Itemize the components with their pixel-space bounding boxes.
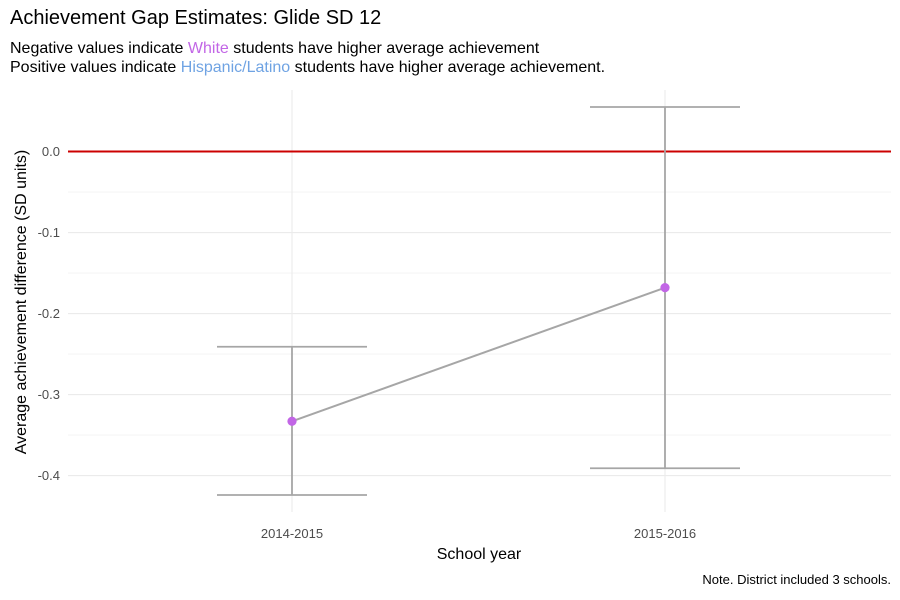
caption-note: Note. District included 3 schools. bbox=[702, 572, 891, 587]
subtitle-1-prefix: Negative values indicate bbox=[10, 40, 184, 57]
grid bbox=[68, 90, 891, 512]
y-tick-label-4: -0.4 bbox=[38, 468, 60, 483]
y-tick-label-1: -0.1 bbox=[38, 225, 60, 240]
data-point-0 bbox=[287, 416, 297, 426]
subtitle-line-1: Negative values indicate White students … bbox=[10, 40, 539, 58]
subtitle-2-suffix: students have higher average achievement… bbox=[294, 59, 606, 76]
x-tick-label-1: 2015-2016 bbox=[634, 526, 696, 541]
y-tick-label-2: -0.2 bbox=[38, 306, 60, 321]
x-axis-ticks: 2014-2015 2015-2016 bbox=[261, 526, 696, 541]
subtitle-line-2: Positive values indicate Hispanic/Latino… bbox=[10, 59, 605, 77]
chart-title: Achievement Gap Estimates: Glide SD 12 bbox=[10, 7, 382, 29]
y-axis-ticks: 0.0 -0.1 -0.2 -0.3 -0.4 bbox=[38, 144, 60, 483]
y-axis-title: Average achievement difference (SD units… bbox=[13, 150, 30, 454]
subtitle-1-highlight-white: White bbox=[187, 40, 229, 57]
y-tick-label-3: -0.3 bbox=[38, 387, 60, 402]
x-tick-label-0: 2014-2015 bbox=[261, 526, 323, 541]
subtitle-2-highlight-hispanic: Hispanic/Latino bbox=[180, 59, 291, 76]
x-axis-title: School year bbox=[437, 546, 522, 563]
series-group bbox=[217, 106, 740, 496]
y-tick-label-0: 0.0 bbox=[42, 144, 60, 159]
data-point-1 bbox=[660, 283, 670, 293]
series-line bbox=[291, 286, 666, 423]
subtitle-2-prefix: Positive values indicate bbox=[10, 59, 177, 76]
subtitle-1-suffix: students have higher average achievement bbox=[233, 40, 540, 57]
